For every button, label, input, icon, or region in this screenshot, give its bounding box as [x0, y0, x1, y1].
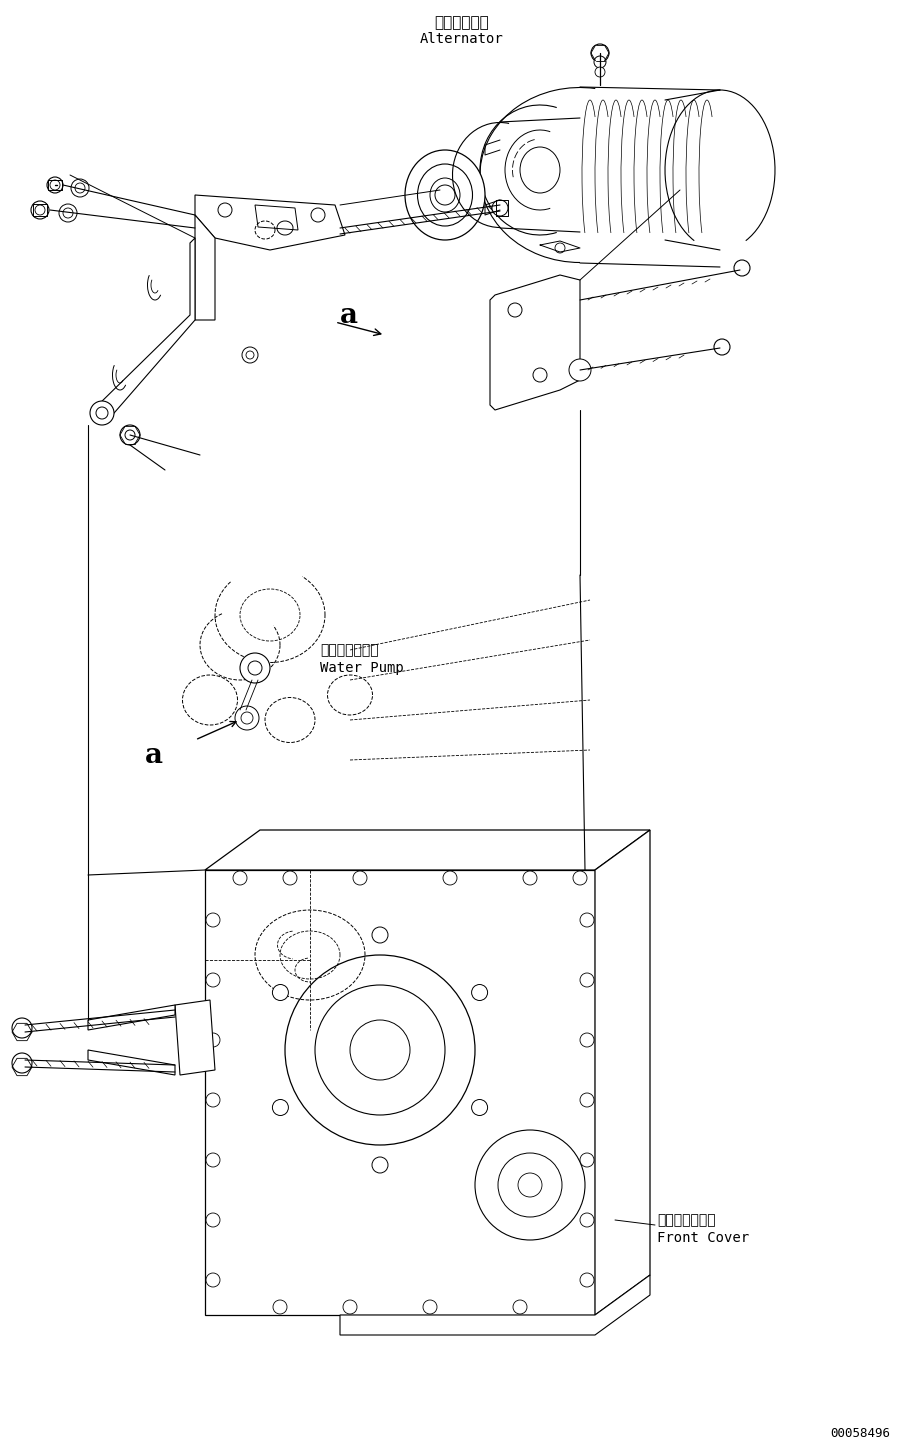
Circle shape: [206, 912, 220, 927]
Circle shape: [423, 1299, 437, 1314]
Circle shape: [47, 178, 63, 194]
Text: 00058496: 00058496: [830, 1427, 890, 1440]
Ellipse shape: [418, 164, 472, 226]
Circle shape: [206, 1033, 220, 1048]
Circle shape: [233, 872, 247, 885]
Text: オルタネータ: オルタネータ: [434, 15, 490, 31]
Circle shape: [523, 872, 537, 885]
Circle shape: [580, 973, 594, 986]
Circle shape: [580, 1152, 594, 1167]
Polygon shape: [195, 195, 345, 250]
Ellipse shape: [405, 150, 485, 240]
Circle shape: [353, 872, 367, 885]
Text: ウォータポンプ: ウォータポンプ: [320, 643, 379, 658]
Circle shape: [35, 205, 45, 215]
Circle shape: [492, 199, 508, 215]
Circle shape: [240, 653, 270, 682]
Circle shape: [285, 954, 475, 1145]
Polygon shape: [595, 829, 650, 1315]
Circle shape: [71, 179, 89, 196]
Circle shape: [580, 1273, 594, 1288]
Circle shape: [372, 927, 388, 943]
Circle shape: [471, 985, 488, 1001]
Circle shape: [218, 204, 232, 217]
Circle shape: [471, 1100, 488, 1116]
Circle shape: [242, 346, 258, 362]
Text: Front Cover: Front Cover: [657, 1231, 749, 1245]
Polygon shape: [255, 205, 298, 230]
Ellipse shape: [430, 178, 460, 212]
Circle shape: [63, 208, 73, 218]
Circle shape: [12, 1018, 32, 1037]
Circle shape: [206, 1273, 220, 1288]
Circle shape: [206, 1213, 220, 1227]
Circle shape: [273, 1100, 288, 1116]
Circle shape: [235, 706, 259, 730]
Circle shape: [569, 359, 591, 381]
Circle shape: [435, 185, 455, 205]
Circle shape: [273, 985, 288, 1001]
Circle shape: [518, 1173, 542, 1197]
Polygon shape: [205, 870, 595, 1315]
Circle shape: [31, 201, 49, 220]
Circle shape: [555, 243, 565, 253]
Polygon shape: [88, 1051, 175, 1075]
Polygon shape: [88, 1005, 175, 1030]
Circle shape: [508, 303, 522, 317]
Polygon shape: [195, 215, 215, 320]
Circle shape: [273, 1299, 287, 1314]
Circle shape: [343, 1299, 357, 1314]
Circle shape: [283, 872, 297, 885]
Circle shape: [580, 1033, 594, 1048]
Polygon shape: [175, 1000, 215, 1075]
Polygon shape: [95, 239, 195, 420]
Circle shape: [315, 985, 445, 1115]
Polygon shape: [205, 829, 650, 870]
Circle shape: [513, 1299, 527, 1314]
Circle shape: [580, 912, 594, 927]
Circle shape: [75, 183, 85, 194]
Text: フロントカバー: フロントカバー: [657, 1213, 715, 1227]
Circle shape: [498, 1152, 562, 1216]
Text: a: a: [145, 742, 163, 768]
Text: Water Pump: Water Pump: [320, 661, 404, 675]
Circle shape: [350, 1020, 410, 1080]
Polygon shape: [340, 1275, 650, 1336]
Circle shape: [241, 711, 253, 725]
Circle shape: [12, 1053, 32, 1072]
Circle shape: [50, 180, 60, 191]
Circle shape: [206, 1093, 220, 1107]
Circle shape: [580, 1093, 594, 1107]
Circle shape: [591, 44, 609, 63]
Circle shape: [594, 55, 606, 68]
Circle shape: [714, 339, 730, 355]
Circle shape: [248, 661, 262, 675]
Polygon shape: [490, 275, 580, 410]
Circle shape: [206, 1152, 220, 1167]
Circle shape: [734, 260, 750, 276]
Circle shape: [90, 402, 114, 425]
Circle shape: [475, 1131, 585, 1240]
Circle shape: [96, 407, 108, 419]
Circle shape: [595, 67, 605, 77]
Circle shape: [120, 425, 140, 445]
Circle shape: [443, 872, 457, 885]
Circle shape: [246, 351, 254, 359]
Text: a: a: [340, 301, 358, 329]
Circle shape: [59, 204, 77, 223]
Circle shape: [573, 872, 587, 885]
Circle shape: [125, 431, 135, 439]
Circle shape: [580, 1213, 594, 1227]
Circle shape: [206, 973, 220, 986]
Text: Alternator: Alternator: [420, 32, 504, 47]
Circle shape: [311, 208, 325, 223]
Circle shape: [533, 368, 547, 383]
Circle shape: [372, 1157, 388, 1173]
